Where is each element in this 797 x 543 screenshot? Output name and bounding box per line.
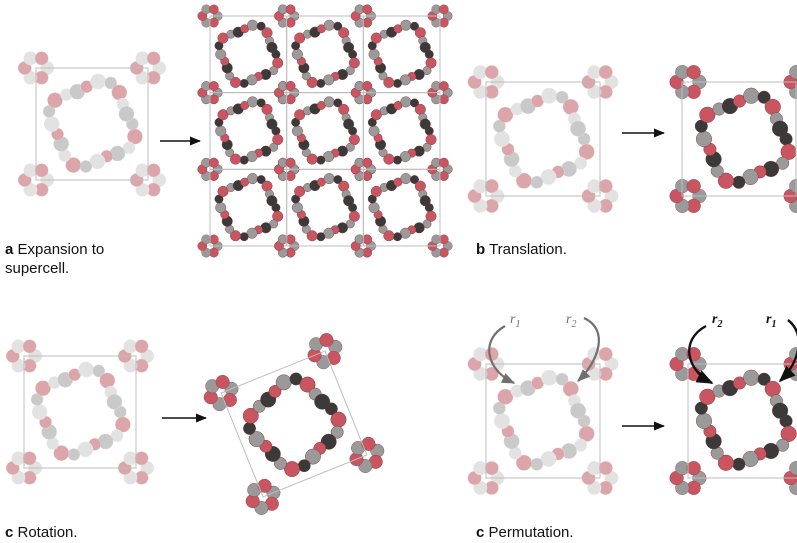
unit-cell-original-a <box>17 51 167 197</box>
caption-b-text: Translation. <box>485 241 567 258</box>
unit-cell-translated <box>669 65 797 213</box>
unit-cell-original-b <box>467 65 619 213</box>
caption-c-perm-text: Permutation. <box>484 524 574 541</box>
label-r1-after: r1 <box>766 312 776 330</box>
unit-cell-rotated-drawing <box>203 333 385 515</box>
label-r1-after-sub: 1 <box>771 318 777 330</box>
supercell-drawing <box>197 4 453 258</box>
label-r1-before-r: r <box>510 312 516 327</box>
unit-cell-rotated <box>203 333 385 515</box>
pointer-r2-after <box>688 324 714 385</box>
label-r2-before-r: r <box>566 312 572 327</box>
caption-b-letter: b <box>476 241 486 258</box>
unit-cell-permuted <box>669 347 797 495</box>
caption-a-letter: a <box>5 241 14 258</box>
caption-b: b Translation. <box>476 240 567 259</box>
label-r1-before-sub: 1 <box>515 318 521 330</box>
pointer-r1-after <box>778 319 797 383</box>
label-r2-after-r: r <box>712 312 718 327</box>
label-r2-after-sub: 2 <box>717 318 723 330</box>
unit-cell-original-c-perm <box>467 347 619 495</box>
unit-cell-translated-drawing <box>669 65 797 213</box>
unit-cell-permuted-drawing <box>669 347 797 495</box>
caption-c-rot-text: Rotation. <box>13 524 78 541</box>
label-r1-after-r: r <box>766 312 772 327</box>
caption-a: a Expansion to supercell. <box>5 240 104 278</box>
caption-a-text2: supercell. <box>5 260 70 277</box>
pointer-r2-before <box>577 317 600 382</box>
label-r2-before-sub: 2 <box>571 318 577 330</box>
caption-c-perm: c Permutation. <box>476 523 574 542</box>
caption-c-perm-letter: c <box>476 524 485 541</box>
unit-cell-original-a-drawing <box>17 51 167 197</box>
caption-c-rot-letter: c <box>5 524 14 541</box>
unit-cell-original-b-drawing <box>467 65 619 213</box>
caption-a-text: Expansion to <box>13 241 105 258</box>
unit-cell-original-c-perm-drawing <box>467 347 619 495</box>
label-r2-before: r2 <box>566 312 576 330</box>
pointer-r1-before <box>488 325 516 384</box>
supercell <box>197 4 453 258</box>
unit-cell-original-c-rot-drawing <box>5 339 155 485</box>
unit-cell-original-c-rot <box>5 339 155 485</box>
label-r1-before: r1 <box>510 312 520 330</box>
caption-c-rot: c Rotation. <box>5 523 78 542</box>
label-r2-after: r2 <box>712 312 722 330</box>
